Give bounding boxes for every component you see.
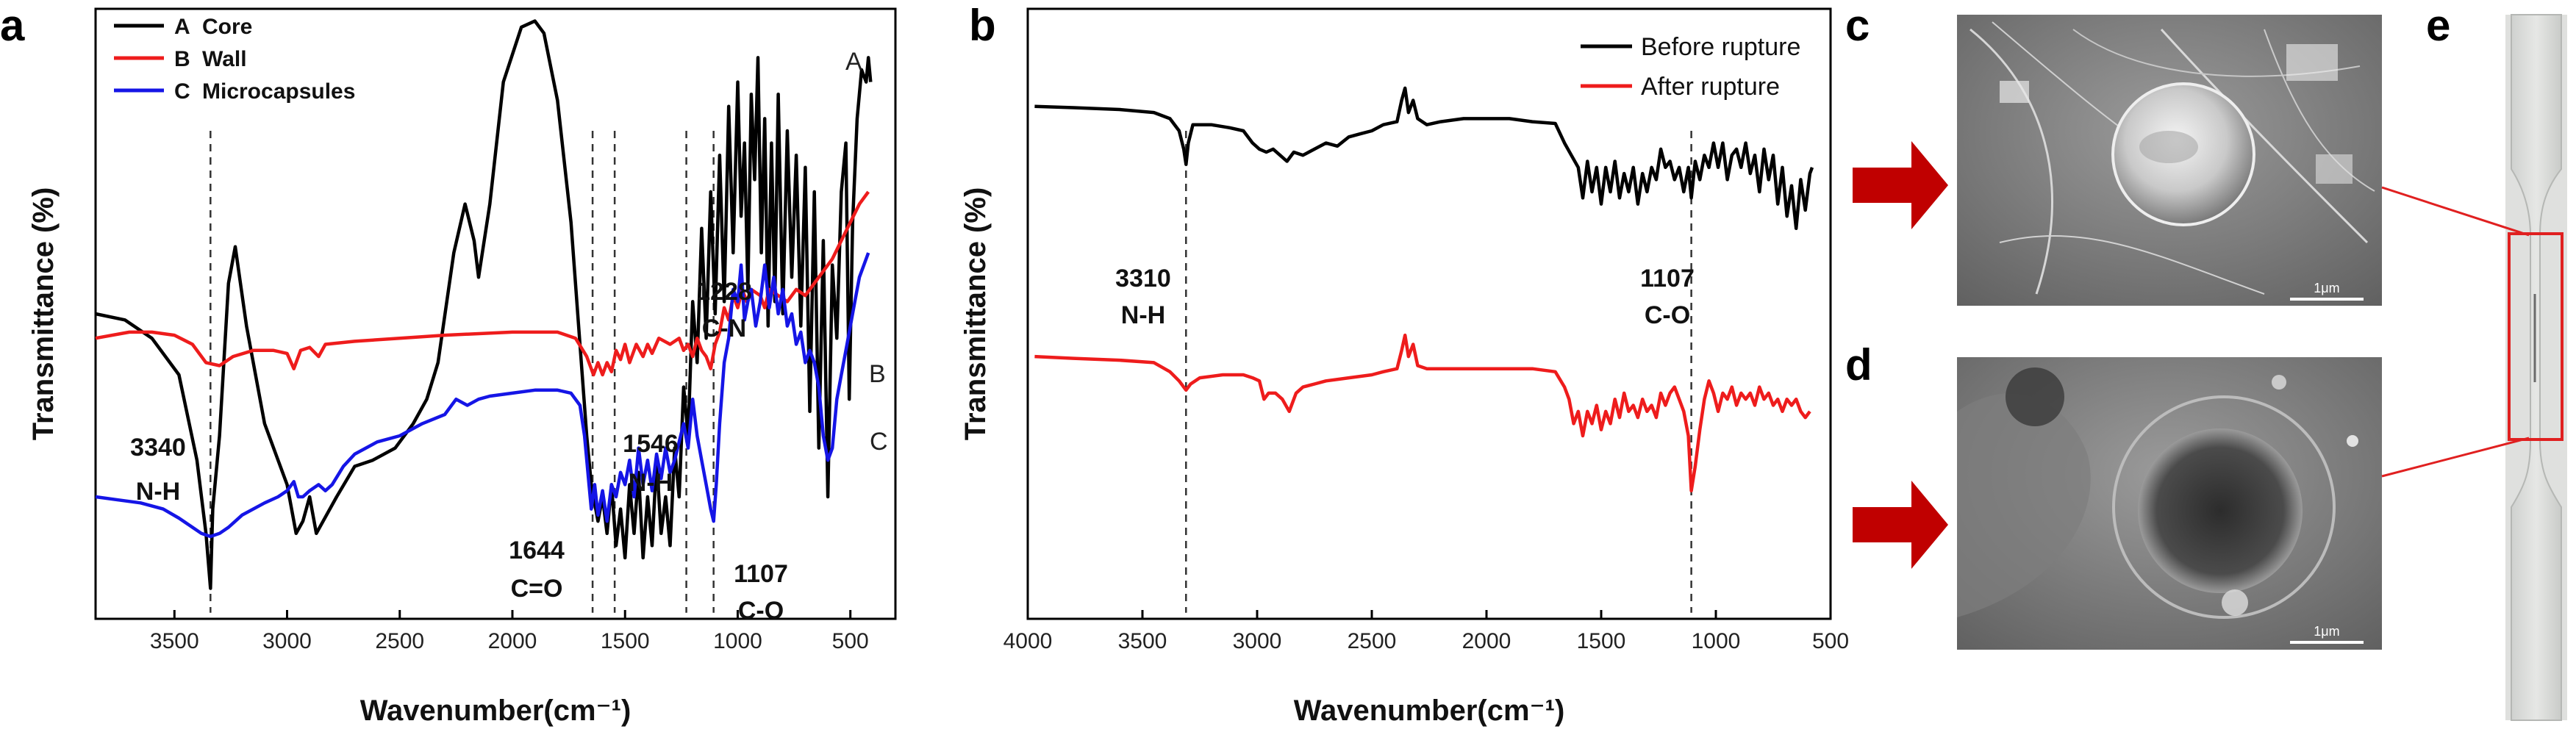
x-axis-label: Wavenumber(cm⁻¹) xyxy=(1294,695,1565,727)
y-axis-label: Transmittance (%) xyxy=(959,187,992,441)
x-tick-label: 1000 xyxy=(1692,629,1741,653)
legend: A Core B Wall C Microcapsules xyxy=(114,15,355,104)
peak-group-label: C-N xyxy=(702,315,746,342)
legend-label: Before rupture xyxy=(1641,33,1800,61)
series-line-before-rupture xyxy=(1034,86,1814,231)
peak-wavenumber-label: 1546 xyxy=(623,430,679,458)
arrow-to-d-icon xyxy=(1853,481,1948,569)
x-axis: 3500 3000 2500 2000 1500 1000 500 xyxy=(150,610,869,653)
series-line-c xyxy=(95,252,870,539)
x-tick-label: 2000 xyxy=(1462,629,1511,653)
peak-wavenumber-label: 1228 xyxy=(696,278,752,306)
arrow-to-c-icon xyxy=(1853,141,1948,229)
x-tick-label: 500 xyxy=(832,629,869,653)
panel-label-c: c xyxy=(1845,1,1870,50)
x-tick-label: 3000 xyxy=(1233,629,1282,653)
plot-frame xyxy=(1026,7,1832,620)
x-tick-label: 3000 xyxy=(262,629,312,653)
specimen-photo-e xyxy=(2505,14,2567,721)
peak-group-label: C-O xyxy=(738,597,784,625)
peak-wavenumber-label: 3340 xyxy=(130,434,186,462)
curve-label-c: C xyxy=(870,428,888,456)
sem-image-d xyxy=(1957,357,2382,650)
peak-annotations: 3310 N-H 1107 C-O xyxy=(1115,265,1695,329)
x-axis-label: Wavenumber(cm⁻¹) xyxy=(360,695,632,727)
scale-bar-c-label: 1μm xyxy=(2314,281,2339,295)
peak-wavenumber-label: 1644 xyxy=(509,537,565,564)
panel-label-b: b xyxy=(969,1,996,50)
curve-label-a: A xyxy=(845,48,862,76)
peak-wavenumber-label: 3310 xyxy=(1115,265,1171,293)
series-line-a xyxy=(95,19,873,590)
legend-label: After rupture xyxy=(1641,73,1780,101)
legend-label: Wall xyxy=(202,47,247,71)
x-tick-label: 1000 xyxy=(713,629,762,653)
legend-label: Core xyxy=(202,15,252,39)
x-axis: 4000 3500 3000 2500 2000 1500 1000 500 xyxy=(1003,610,1849,653)
ftir-chart-b: 4000 3500 3000 2500 2000 1500 1000 500 Wavenumbe… xyxy=(959,7,1849,727)
peak-wavenumber-label: 1107 xyxy=(1640,265,1695,293)
legend-marker: A xyxy=(174,15,190,39)
series-line-after-rupture xyxy=(1034,333,1811,492)
x-tick-label: 2000 xyxy=(488,629,537,653)
peak-group-label: N-H xyxy=(1121,301,1165,329)
peak-wavenumber-label: 1107 xyxy=(734,560,788,588)
series-line-b xyxy=(95,190,870,377)
legend-label: Microcapsules xyxy=(202,79,355,104)
peak-group-label: C-O xyxy=(1645,301,1690,329)
panel-label-d: d xyxy=(1845,340,1872,390)
scale-bar-d-label: 1μm xyxy=(2314,624,2339,639)
peak-group-label: C=O xyxy=(511,575,563,603)
ftir-chart-a: 3500 3000 2500 2000 1500 1000 500 Wavenumber(cm… xyxy=(27,7,897,727)
x-tick-label: 1500 xyxy=(601,629,650,653)
panel-label-a: a xyxy=(0,1,25,50)
panel-label-e: e xyxy=(2426,1,2451,50)
x-tick-label: 1500 xyxy=(1577,629,1626,653)
sem-image-c xyxy=(1957,15,2382,306)
y-axis-label: Transmittance (%) xyxy=(27,187,60,441)
peak-group-label: N-H xyxy=(136,478,180,506)
images-panel: 1μm 1μm xyxy=(1853,14,2567,721)
dashed-markers xyxy=(1185,131,1692,613)
legend-marker: B xyxy=(174,47,190,71)
x-tick-label: 3500 xyxy=(150,629,199,653)
x-tick-label: 4000 xyxy=(1003,629,1053,653)
peak-group-label: N-H xyxy=(629,469,673,497)
dashed-markers xyxy=(210,131,715,613)
legend-marker: C xyxy=(174,79,190,104)
x-tick-label: 2500 xyxy=(1348,629,1397,653)
legend: Before rupture After rupture xyxy=(1581,33,1800,101)
curve-label-b: B xyxy=(869,360,886,388)
x-tick-label: 2500 xyxy=(375,629,424,653)
x-tick-label: 3500 xyxy=(1118,629,1167,653)
peak-annotations: 3340 N-H 1546 N-H 1228 C-N 1644 C=O 1107 C-O xyxy=(130,278,788,625)
x-tick-label: 500 xyxy=(1812,629,1849,653)
